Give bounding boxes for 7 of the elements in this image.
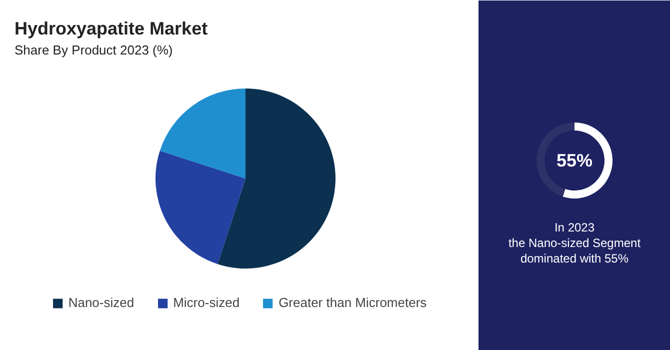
chart-title: Hydroxyapatite Market <box>14 18 208 38</box>
text: In 2023 the Nano-sized Segment dominated with 55% <box>508 220 642 266</box>
chart-subtitle: Share By Product 2023 (%) <box>14 42 173 58</box>
legend-label: Nano-sized <box>68 295 134 310</box>
legend-label: Micro-sized <box>173 295 240 310</box>
data-label: 55% <box>556 150 593 170</box>
legend-label: Greater than Micrometers <box>278 295 427 310</box>
